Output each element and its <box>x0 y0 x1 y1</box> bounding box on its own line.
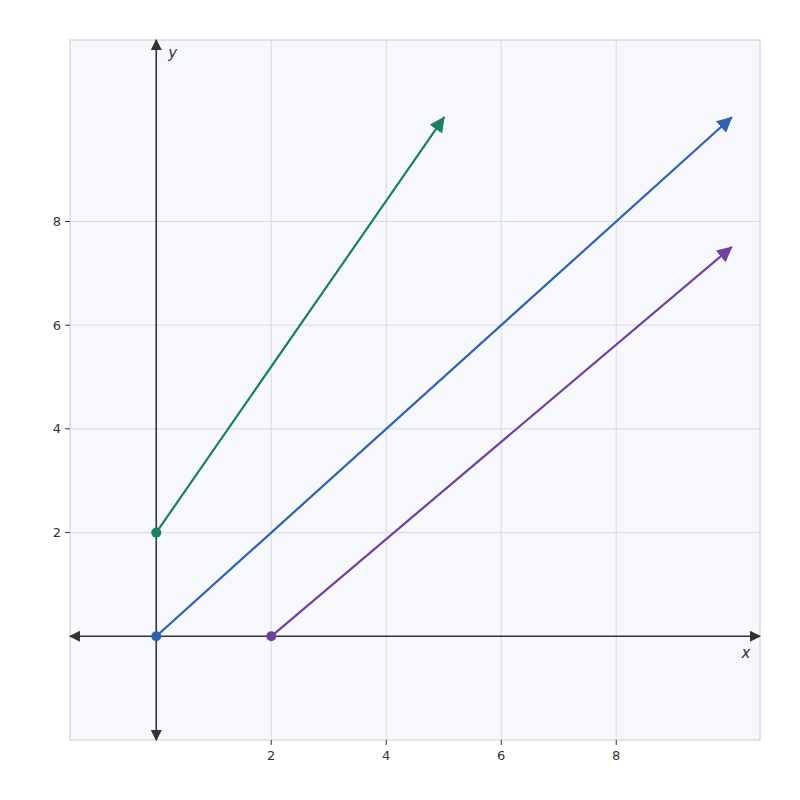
start-dot <box>151 528 161 538</box>
x-axis <box>70 635 760 637</box>
tick-y <box>65 532 70 533</box>
chart: 2 4 6 8 2 4 6 8 x y <box>0 0 800 800</box>
grid-line-y <box>70 532 760 533</box>
vector-line <box>156 118 731 637</box>
grid-line-x <box>501 40 502 740</box>
start-dot <box>151 631 161 641</box>
grid-line-y <box>70 221 760 222</box>
tick-label-y: 2 <box>53 525 61 540</box>
tick-x <box>616 740 617 745</box>
data-group <box>151 118 731 642</box>
tick-label-y: 4 <box>53 421 61 436</box>
tick-y <box>65 325 70 326</box>
tick-y <box>65 221 70 222</box>
tick-x <box>501 740 502 745</box>
tick-x <box>386 740 387 745</box>
tick-x <box>271 740 272 745</box>
grid-line-x <box>386 40 387 740</box>
tick-label-y: 8 <box>53 214 61 229</box>
vector-line <box>271 247 731 636</box>
chart-container: 2 4 6 8 2 4 6 8 x y <box>0 0 800 800</box>
x-axis-label: x <box>741 644 751 662</box>
start-dot <box>266 631 276 641</box>
grid-line-y <box>70 325 760 326</box>
tick-y <box>65 428 70 429</box>
tick-label-x: 6 <box>497 748 505 763</box>
vector-line <box>156 118 444 533</box>
grid-line-y <box>70 428 760 429</box>
tick-label-x: 4 <box>382 748 390 763</box>
tick-label-y: 6 <box>53 318 61 333</box>
tick-label-x: 8 <box>612 748 620 763</box>
y-axis-label: y <box>167 44 178 62</box>
plot-frame <box>70 40 760 740</box>
tick-label-x: 2 <box>267 748 275 763</box>
grid-line-x <box>616 40 617 740</box>
